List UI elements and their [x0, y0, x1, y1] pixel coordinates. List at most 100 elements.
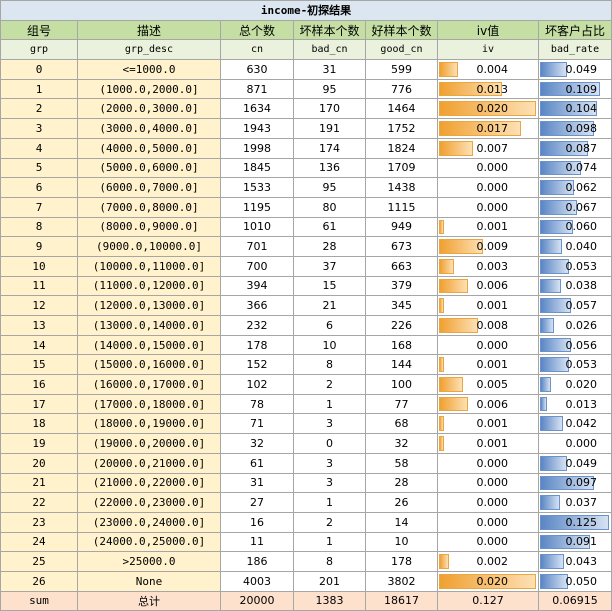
table-row: 12 (12000.0,13000.0] 366 21 345 0.001 0.057 — [0, 295, 612, 316]
good-count-cell: 776 — [365, 78, 438, 100]
desc-cell: (3000.0,4000.0] — [77, 118, 221, 139]
desc-cell: (6000.0,7000.0] — [77, 177, 221, 198]
count-cell: 178 — [220, 334, 294, 356]
iv-value: 0.003 — [476, 259, 509, 273]
group-cell: 7 — [0, 196, 78, 218]
bad-rate-cell: 0.042 — [537, 413, 612, 435]
bad-rate-data-bar — [540, 101, 598, 117]
bad-count-cell: 15 — [293, 275, 366, 297]
bad-count-cell: 37 — [293, 255, 366, 277]
good-count-cell: 14 — [365, 511, 438, 533]
iv-data-bar — [439, 239, 483, 254]
iv-value: 0.009 — [476, 240, 509, 254]
desc-cell: <=1000.0 — [77, 59, 221, 80]
count-cell: 4003 — [220, 570, 294, 592]
count-cell: 394 — [220, 275, 294, 297]
count-cell: 16 — [220, 511, 294, 533]
count-cell: 1533 — [220, 177, 294, 198]
iv-data-bar — [439, 436, 444, 451]
bad-rate-cell: 0.026 — [537, 315, 612, 336]
group-cell: 13 — [0, 315, 78, 336]
bad-rate-value: 0.056 — [565, 338, 598, 352]
bad-rate-value: 0.087 — [565, 141, 598, 155]
bad-rate-value: 0.050 — [565, 574, 598, 588]
iv-data-bar — [439, 258, 454, 274]
iv-value: 0.020 — [476, 102, 509, 116]
group-cell: 2 — [0, 98, 78, 120]
count-cell: 11 — [220, 531, 294, 553]
table-row: 11 (11000.0,12000.0] 394 15 379 0.006 0.038 — [0, 275, 612, 297]
group-cell: 15 — [0, 354, 78, 376]
sum-desc: 总计 — [77, 590, 221, 611]
sum-bad: 1383 — [293, 590, 366, 611]
good-count-cell: 673 — [365, 236, 438, 257]
group-cell: 23 — [0, 511, 78, 533]
iv-cell: 0.004 — [437, 59, 539, 80]
desc-cell: (1000.0,2000.0] — [77, 78, 221, 100]
count-cell: 630 — [220, 59, 294, 80]
group-cell: 20 — [0, 452, 78, 474]
bad-rate-value: 0.097 — [565, 476, 598, 490]
count-cell: 871 — [220, 78, 294, 100]
iv-data-bar — [439, 396, 469, 412]
bad-count-cell: 0 — [293, 433, 366, 454]
bad-rate-value: 0.013 — [565, 397, 598, 411]
desc-cell: (9000.0,10000.0] — [77, 236, 221, 257]
iv-cell: 0.001 — [437, 354, 539, 376]
bad-rate-data-bar — [540, 318, 555, 333]
table-row: 4 (4000.0,5000.0] 1998 174 1824 0.007 0.087 — [0, 137, 612, 159]
desc-cell: None — [77, 570, 221, 592]
iv-value: 0.006 — [476, 397, 509, 411]
bad-rate-value: 0.104 — [565, 102, 598, 116]
bad-rate-value: 0.060 — [565, 220, 598, 234]
table-row: 3 (3000.0,4000.0] 1943 191 1752 0.017 0.098 — [0, 118, 612, 139]
iv-cell: 0.000 — [437, 157, 539, 179]
bad-count-cell: 21 — [293, 295, 366, 316]
count-cell: 1845 — [220, 157, 294, 179]
iv-cell: 0.006 — [437, 393, 539, 415]
sum-row: sum 总计 20000 1383 18617 0.127 0.06915 — [0, 590, 612, 611]
bad-rate-data-bar — [540, 278, 561, 294]
bad-rate-cell: 0.020 — [537, 374, 612, 395]
bad-rate-data-bar — [540, 377, 552, 392]
group-cell: 12 — [0, 295, 78, 316]
bad-rate-value: 0.026 — [565, 318, 598, 332]
header-grp-code: grp — [0, 39, 78, 61]
count-cell: 152 — [220, 354, 294, 376]
group-cell: 19 — [0, 433, 78, 454]
iv-cell: 0.013 — [437, 78, 539, 100]
iv-value: 0.000 — [476, 200, 509, 214]
table-row: 18 (18000.0,19000.0] 71 3 68 0.001 0.042 — [0, 413, 612, 435]
desc-cell: (15000.0,16000.0] — [77, 354, 221, 376]
bad-rate-value: 0.057 — [565, 299, 598, 313]
iv-data-bar — [439, 377, 464, 392]
count-cell: 61 — [220, 452, 294, 474]
header-bad-code: bad_cn — [293, 39, 366, 61]
bad-count-cell: 191 — [293, 118, 366, 139]
bad-count-cell: 80 — [293, 196, 366, 218]
desc-cell: (20000.0,21000.0] — [77, 452, 221, 474]
table-row: 14 (14000.0,15000.0] 178 10 168 0.000 0.056 — [0, 334, 612, 356]
table-row: 19 (19000.0,20000.0] 32 0 32 0.001 0.000 — [0, 433, 612, 454]
iv-data-bar — [439, 357, 444, 373]
bad-rate-value: 0.040 — [565, 240, 598, 254]
good-count-cell: 949 — [365, 216, 438, 238]
iv-value: 0.001 — [476, 299, 509, 313]
count-cell: 102 — [220, 374, 294, 395]
good-count-cell: 100 — [365, 374, 438, 395]
table-row: 6 (6000.0,7000.0] 1533 95 1438 0.000 0.062 — [0, 177, 612, 198]
iv-value: 0.001 — [476, 417, 509, 431]
iv-cell: 0.000 — [437, 511, 539, 533]
sum-label: sum — [0, 590, 78, 611]
group-cell: 11 — [0, 275, 78, 297]
bad-rate-cell: 0.060 — [537, 216, 612, 238]
iv-value: 0.001 — [476, 436, 509, 450]
table-row: 13 (13000.0,14000.0] 232 6 226 0.008 0.026 — [0, 315, 612, 336]
bad-rate-cell: 0.067 — [537, 196, 612, 218]
desc-cell: >25000.0 — [77, 551, 221, 572]
group-cell: 9 — [0, 236, 78, 257]
good-count-cell: 77 — [365, 393, 438, 415]
bad-count-cell: 2 — [293, 511, 366, 533]
bad-rate-value: 0.053 — [565, 259, 598, 273]
good-count-cell: 345 — [365, 295, 438, 316]
